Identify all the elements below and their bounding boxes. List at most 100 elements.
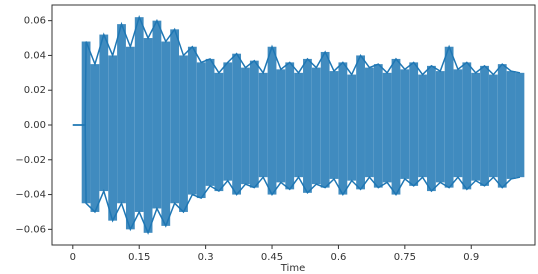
waveform-spike <box>303 125 312 193</box>
waveform-spike <box>179 55 188 125</box>
waveform-spike <box>497 64 507 125</box>
waveform-envelope <box>72 124 521 235</box>
waveform-spike <box>223 125 233 181</box>
y-tick-label: 0.02 <box>24 85 46 96</box>
waveform-spike <box>329 125 339 179</box>
waveform-spike <box>462 125 472 190</box>
x-tick-label: 0.45 <box>261 252 283 263</box>
waveform-spike <box>276 69 286 125</box>
waveform-spike <box>356 55 365 125</box>
waveform-spike <box>276 125 286 183</box>
waveform-spike <box>488 74 498 125</box>
waveform-spike <box>480 125 489 186</box>
waveform-spike <box>170 29 180 126</box>
x-tick-label: 0.9 <box>463 252 479 263</box>
waveform-spike <box>444 46 454 125</box>
waveform-spike <box>108 55 118 125</box>
waveform-spike <box>134 125 144 212</box>
waveform-spike <box>382 72 392 125</box>
waveform-envelope <box>72 14 521 126</box>
waveform-spike <box>311 67 321 125</box>
waveform-spike <box>515 72 525 125</box>
waveform-spike <box>143 125 153 233</box>
waveform-spike <box>294 125 303 178</box>
x-tick-label: 0 <box>70 252 76 263</box>
waveform-spike <box>99 125 109 192</box>
waveform-spike <box>497 125 507 188</box>
waveform-spike <box>471 125 481 181</box>
waveform-spike <box>99 34 109 125</box>
waveform-spike <box>187 125 197 195</box>
waveform-spike <box>471 72 481 125</box>
waveform-spike <box>453 125 463 178</box>
waveform-spike <box>391 125 401 195</box>
waveform-spike <box>223 62 233 125</box>
waveform-spike <box>205 58 215 126</box>
y-tick-label: −0.02 <box>15 155 46 166</box>
waveform-spike <box>356 125 365 190</box>
waveform-spike <box>285 62 295 125</box>
waveform-spike <box>320 125 330 188</box>
waveform-spike <box>418 74 427 125</box>
y-tick-label: 0.00 <box>24 120 46 131</box>
waveform-spike <box>347 125 357 181</box>
waveform-spike <box>338 62 348 125</box>
waveform-spike <box>258 125 268 178</box>
waveform-spike <box>125 125 135 230</box>
waveform-spike <box>329 71 339 125</box>
x-tick-label: 0.15 <box>128 252 150 263</box>
waveform-spike <box>444 125 454 188</box>
waveform-spike <box>409 125 419 186</box>
waveform-spike <box>427 125 436 192</box>
waveform-spike <box>187 46 197 125</box>
waveform-spike <box>249 125 259 188</box>
y-tick-label: −0.06 <box>15 224 46 235</box>
waveform-spike <box>152 125 162 209</box>
waveform-spike <box>373 64 383 125</box>
waveform-spike <box>161 125 171 226</box>
waveform-spike <box>347 74 357 125</box>
waveform-spike <box>427 65 436 125</box>
waveform-spike <box>285 125 295 190</box>
waveform-spike <box>382 125 392 183</box>
waveform-spike <box>488 125 498 178</box>
waveform-spike <box>338 125 348 195</box>
waveform-spike <box>134 17 144 125</box>
x-tick-label: 0.3 <box>198 252 214 263</box>
waveform-spike <box>400 69 410 125</box>
waveform-spike <box>179 125 188 212</box>
waveform-spike <box>320 51 330 125</box>
waveform-spike <box>214 72 224 125</box>
waveform-spike <box>435 71 445 125</box>
y-tick-label: −0.04 <box>15 190 46 201</box>
waveform-spike <box>373 125 383 188</box>
waveform-spike <box>258 72 268 125</box>
waveform-spike <box>152 20 162 125</box>
waveform-spike <box>241 125 250 185</box>
waveform-spike <box>418 125 427 178</box>
waveform-spike <box>161 41 171 125</box>
waveform-spike <box>90 64 100 125</box>
waveform-spike <box>214 125 224 192</box>
waveform-spike <box>143 38 153 125</box>
waveform-spike <box>117 125 126 204</box>
waveform-spike <box>435 125 445 183</box>
waveform-spike <box>391 58 401 126</box>
waveform-spike <box>90 125 100 212</box>
waveform-spike <box>117 24 126 126</box>
waveform-spike <box>205 125 215 186</box>
waveform-spike <box>506 71 516 125</box>
x-tick-label: 0.6 <box>330 252 346 263</box>
waveform-spike <box>196 62 206 125</box>
waveform-spike <box>170 125 180 204</box>
waveform-spike <box>241 67 250 125</box>
waveform-spike <box>365 67 374 125</box>
waveform-spike <box>267 46 277 125</box>
waveform-spike <box>232 53 242 126</box>
waveform-spike <box>267 125 277 195</box>
waveform-spike <box>294 72 303 125</box>
waveform-spike <box>232 125 242 195</box>
waveform-spike <box>480 65 489 125</box>
waveform-spike <box>311 125 321 185</box>
waveform-spike <box>462 62 472 125</box>
